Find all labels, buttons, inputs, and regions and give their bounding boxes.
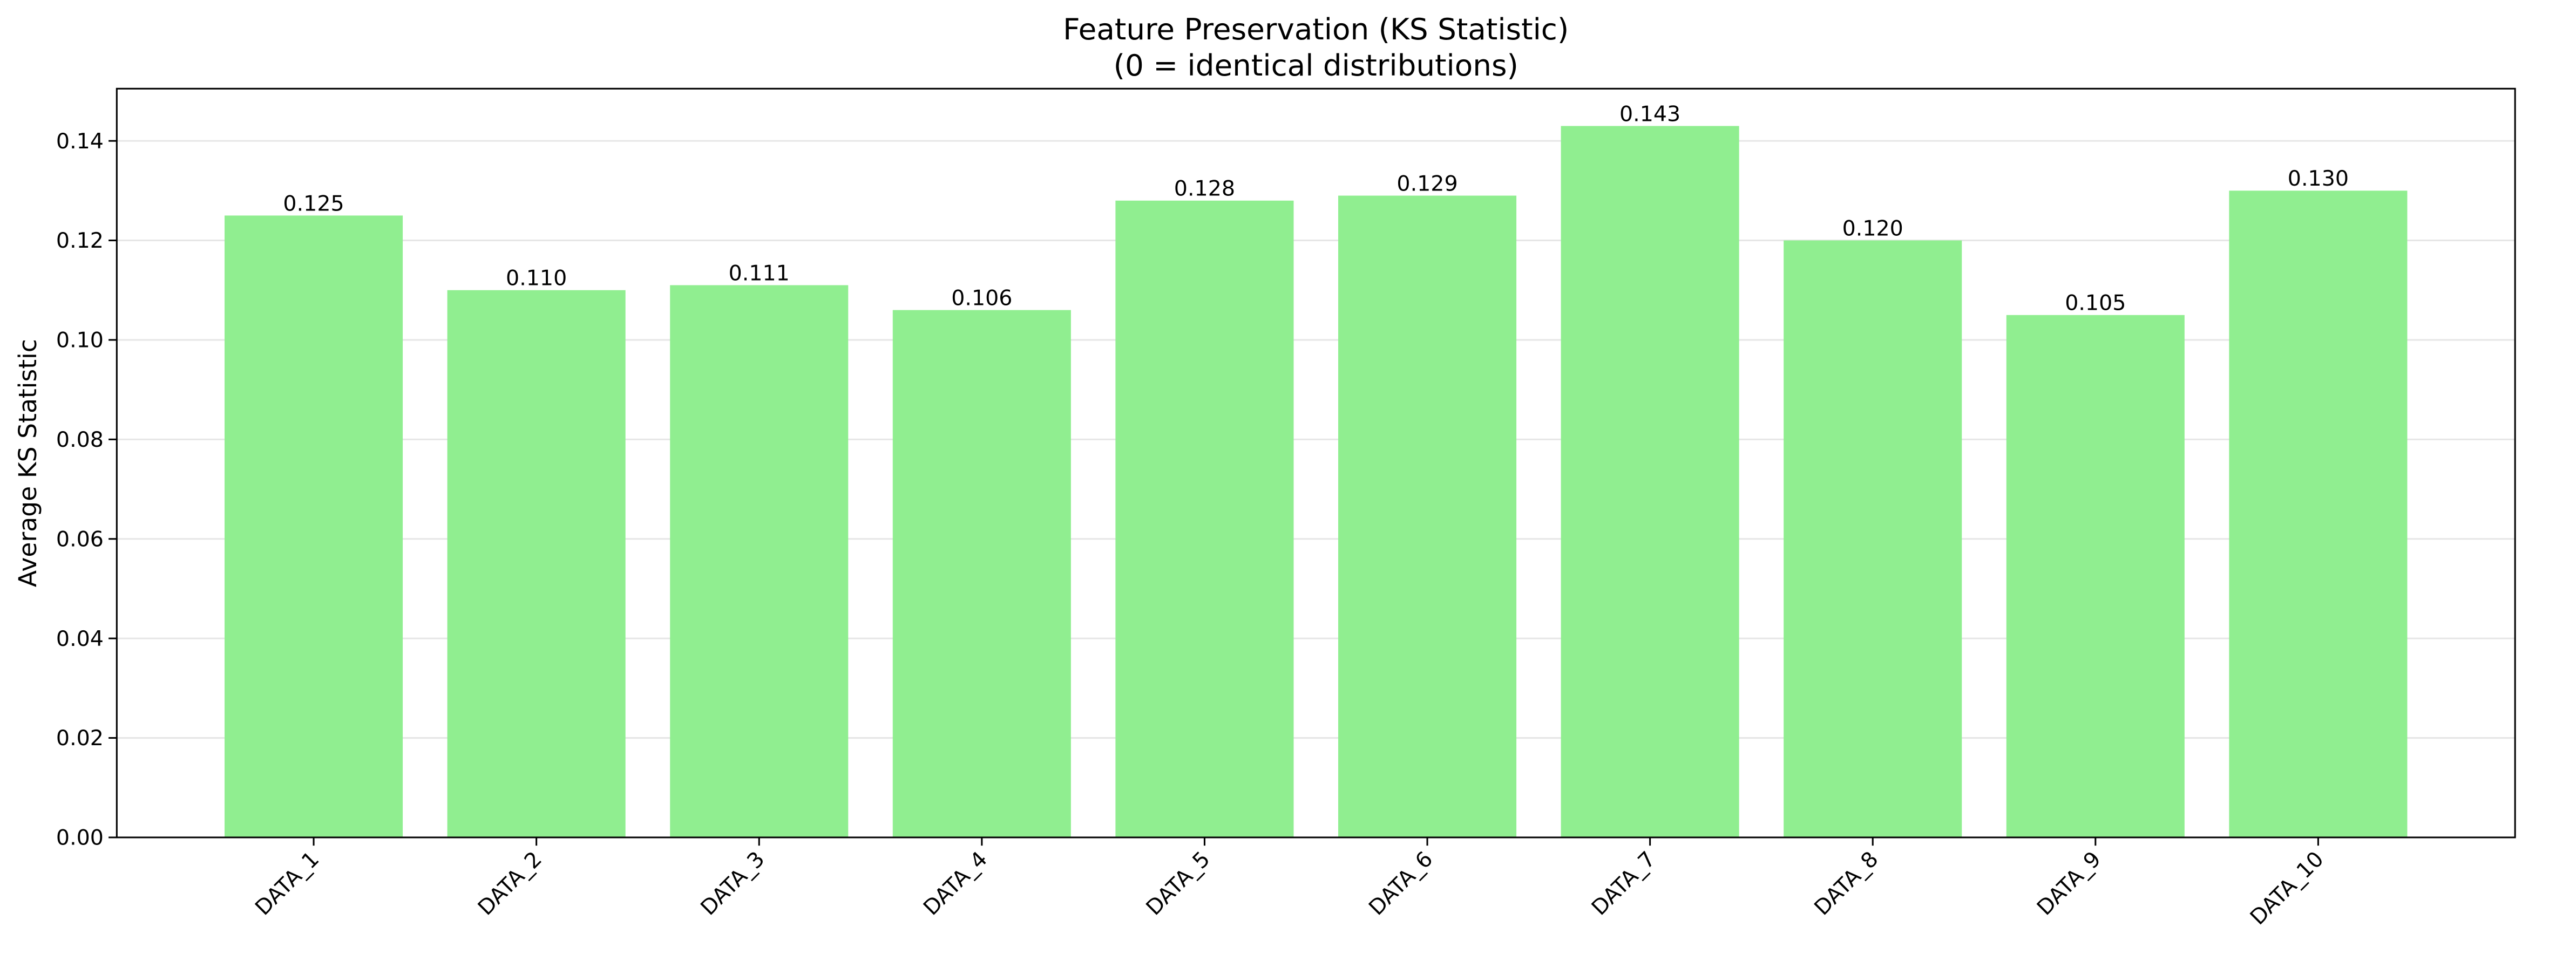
y-tick-label: 0.08 — [56, 427, 104, 452]
bar — [1338, 195, 1517, 837]
y-tick-label: 0.10 — [56, 328, 104, 353]
value-label: 0.129 — [1397, 171, 1458, 196]
value-label: 0.110 — [506, 266, 567, 291]
y-tick-label: 0.12 — [56, 228, 104, 253]
bar — [1561, 126, 1739, 837]
value-label: 0.130 — [2288, 166, 2349, 191]
bar — [1115, 200, 1294, 837]
value-label: 0.105 — [2065, 291, 2126, 316]
y-tick-label: 0.04 — [56, 626, 104, 651]
value-label: 0.128 — [1174, 176, 1235, 201]
y-tick-label: 0.02 — [56, 726, 104, 751]
bar — [892, 310, 1071, 837]
value-label: 0.143 — [1619, 101, 1680, 126]
bar — [1784, 240, 1962, 837]
value-label: 0.106 — [951, 285, 1012, 310]
value-label: 0.125 — [283, 191, 344, 216]
y-tick-label: 0.06 — [56, 527, 104, 551]
plot-frame — [116, 87, 2516, 839]
value-label: 0.111 — [729, 261, 790, 285]
y-tick-label: 0.14 — [56, 129, 104, 154]
bar — [670, 285, 849, 837]
bar — [2229, 190, 2408, 837]
bar — [225, 215, 403, 837]
bar — [447, 290, 626, 837]
chart-subtitle: (0 = identical distributions) — [1114, 48, 1519, 83]
y-axis-label: Average KS Statistic — [13, 339, 42, 587]
y-tick-label: 0.00 — [56, 826, 104, 850]
bar — [2006, 315, 2185, 837]
chart-title: Feature Preservation (KS Statistic) — [1063, 12, 1569, 46]
value-label: 0.120 — [1842, 216, 1903, 241]
